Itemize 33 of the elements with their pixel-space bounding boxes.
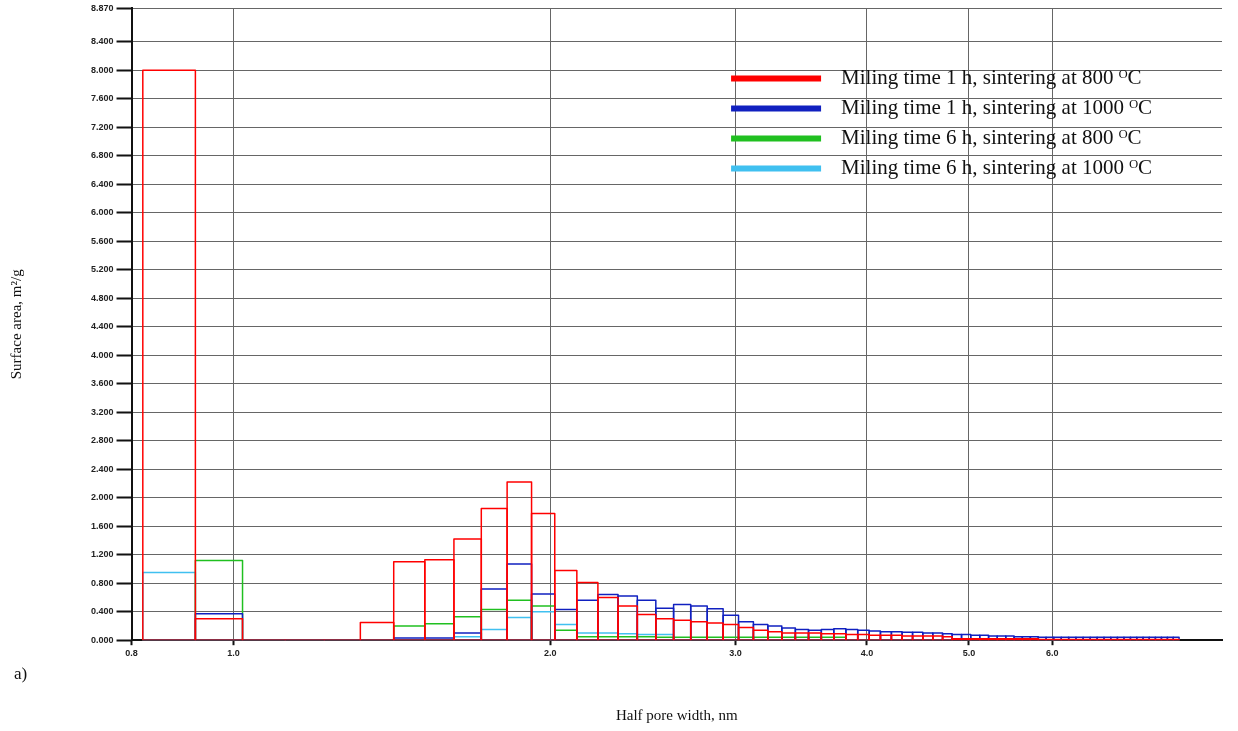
y-tick-label: 6.400: [90, 178, 114, 189]
y-tick-label: 2.800: [90, 435, 114, 446]
y-tick-label: 6.800: [90, 150, 114, 161]
y-tick-label: 2.400: [90, 463, 114, 474]
x-tick-label: 4.0: [860, 648, 874, 659]
y-tick-label: 6.000: [90, 207, 114, 218]
y-tick-label: 8.000: [90, 64, 114, 75]
y-tick-label: 5.200: [90, 264, 114, 275]
y-tick-label: 0.800: [90, 577, 114, 588]
y-tick-label: 2.000: [90, 492, 114, 503]
text: a): [14, 663, 28, 683]
y-tick-label: 0.000: [90, 634, 114, 645]
y-tick-label: 7.600: [90, 93, 114, 104]
y-tick-label: 8.870: [90, 2, 114, 13]
x-axis-title: Half pore width, nm: [615, 706, 738, 723]
x-tick-label: 5.0: [962, 648, 976, 659]
y-tick-label: 3.200: [90, 406, 114, 417]
y-tick-label: 3.600: [90, 378, 114, 389]
y-tick-label: 7.200: [90, 121, 114, 132]
y-tick-label: 1.600: [90, 520, 114, 531]
x-tick-label: 2.0: [543, 648, 557, 659]
x-tick-label: 3.0: [729, 648, 742, 659]
x-tick-label: 6.0: [1045, 648, 1059, 659]
y-tick-label: 4.400: [90, 321, 114, 332]
y-axis-title: Surface area, m²/g: [7, 268, 24, 380]
y-tick-label: 0.400: [90, 606, 114, 617]
y-tick-label: 1.200: [90, 549, 114, 560]
x-tick-label: 1.0: [227, 648, 240, 659]
y-tick-label: 5.600: [90, 235, 114, 246]
y-tick-label: 4.000: [90, 349, 114, 360]
y-tick-label: 8.400: [90, 36, 114, 47]
x-tick-label: 0.8: [125, 648, 138, 659]
y-tick-label: 4.800: [90, 292, 114, 303]
